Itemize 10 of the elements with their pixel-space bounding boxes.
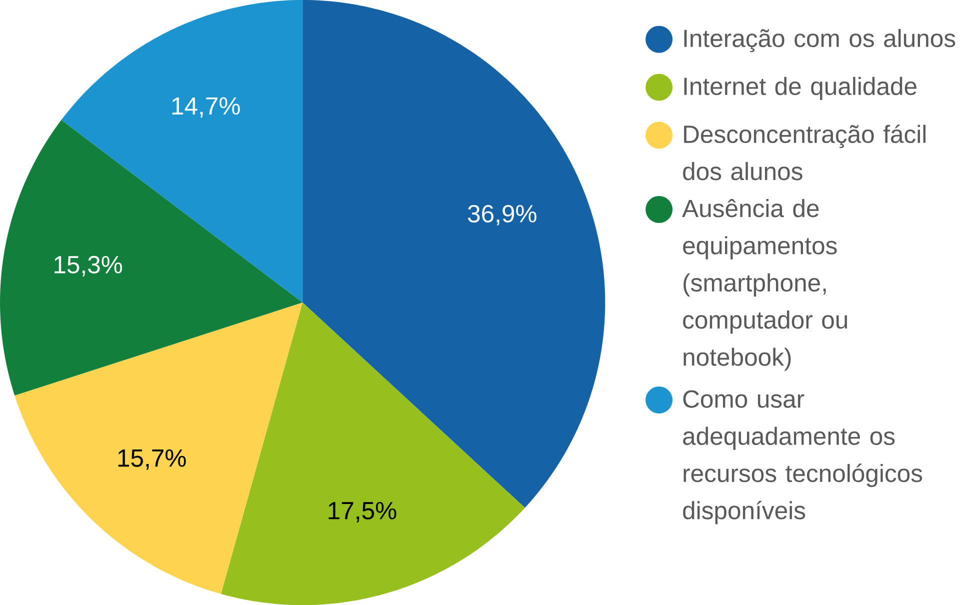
legend-label: Desconcentração fácil dos alunos [683, 124, 926, 180]
data-label: 36,9% [468, 204, 536, 226]
data-label: 15,7% [118, 449, 186, 470]
legend-label: Como usar adequadamente os recursos tecnológicos disponíveis [683, 390, 922, 524]
data-label: 14,7% [172, 97, 240, 118]
data-label: 15,3% [54, 256, 122, 276]
legend-label: Interação com os alunos [684, 28, 956, 52]
legend-label: Ausência de equipamentos (smartphone, computador ou notebook) [682, 198, 848, 371]
legend-label: Internet de qualidade [684, 76, 916, 100]
data-label: 17,5% [328, 502, 396, 522]
